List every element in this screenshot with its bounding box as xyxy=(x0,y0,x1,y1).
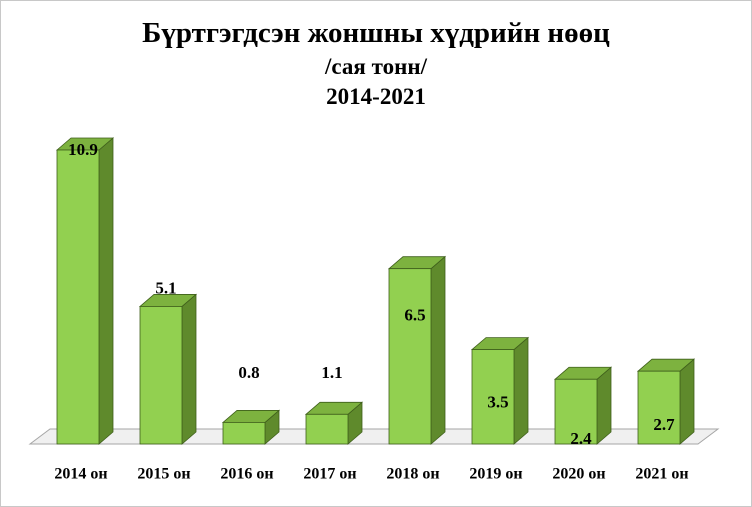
data-label: 5.1 xyxy=(155,278,176,297)
data-label: 0.8 xyxy=(238,363,259,382)
bar-front xyxy=(305,413,349,445)
data-label: 2.7 xyxy=(653,415,675,434)
bar-side xyxy=(679,358,695,445)
bar-3 xyxy=(221,409,281,445)
bar-side xyxy=(513,336,529,445)
bar-5 xyxy=(387,255,447,445)
bar-front xyxy=(554,378,598,445)
chart-title-block: Бүртгэгдсэн жоншны хүдрийн нөөц /сая тон… xyxy=(0,14,752,112)
bar-1 xyxy=(55,137,115,445)
x-axis-ticks: 2014 он 2015 он 2016 он 2017 он 2018 он 2019 … xyxy=(54,466,688,483)
x-tick-label: 2016 он xyxy=(220,466,273,483)
data-labels-group: 10.9 5.1 0.8 1.1 6.5 3.5 2.4 2.7 xyxy=(68,140,675,448)
bar-side xyxy=(430,255,446,445)
x-tick-label: 2018 он xyxy=(386,466,439,483)
bar-front xyxy=(222,422,266,445)
bar-front xyxy=(56,149,100,445)
bar-4 xyxy=(304,401,364,445)
data-label: 6.5 xyxy=(404,306,425,325)
bar-side xyxy=(98,137,114,445)
bar-8 xyxy=(636,358,696,445)
chart-period: 2014-2021 xyxy=(326,84,426,109)
x-tick-label: 2020 он xyxy=(552,466,605,483)
data-label: 1.1 xyxy=(321,363,342,382)
bar-front xyxy=(139,306,183,445)
data-label: 3.5 xyxy=(487,393,508,412)
data-label: 2.4 xyxy=(570,429,592,448)
bars-group xyxy=(55,137,696,445)
x-tick-label: 2017 он xyxy=(303,466,356,483)
x-tick-label: 2021 он xyxy=(635,466,688,483)
chart-floor xyxy=(28,428,720,445)
data-label: 10.9 xyxy=(68,140,98,159)
chart-subtitle: /сая тонн/ xyxy=(325,54,427,79)
bar-side xyxy=(596,366,612,445)
chart-title: Бүртгэгдсэн жоншны хүдрийн нөөц xyxy=(142,17,610,49)
bar-front xyxy=(471,349,515,445)
bar-front xyxy=(388,268,432,445)
x-tick-label: 2019 он xyxy=(469,466,522,483)
bar-side xyxy=(181,293,197,445)
bar-6 xyxy=(470,336,530,445)
bar-front xyxy=(637,370,681,445)
bar-7 xyxy=(553,366,613,445)
bar-2 xyxy=(138,293,198,445)
x-tick-label: 2015 он xyxy=(137,466,190,483)
x-tick-label: 2014 он xyxy=(54,466,107,483)
